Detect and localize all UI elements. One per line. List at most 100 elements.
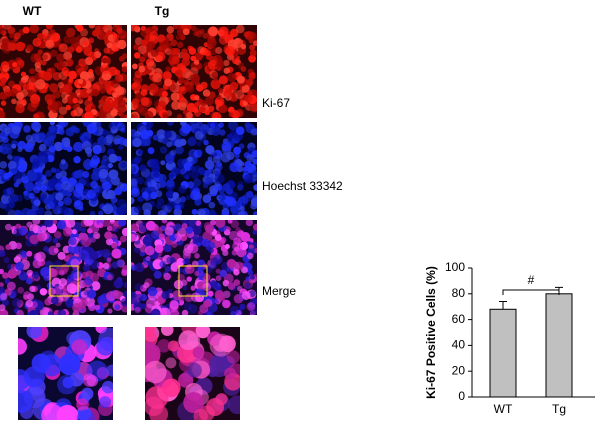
cell bbox=[178, 77, 185, 84]
cell bbox=[148, 83, 159, 94]
cell bbox=[30, 75, 38, 83]
cell bbox=[203, 139, 209, 146]
cell bbox=[24, 142, 34, 153]
cell bbox=[32, 185, 41, 194]
cell bbox=[72, 104, 78, 110]
cell bbox=[81, 387, 94, 401]
cell bbox=[217, 106, 225, 114]
cell bbox=[230, 311, 237, 315]
cell bbox=[117, 29, 127, 39]
cell bbox=[161, 220, 168, 224]
cell bbox=[177, 267, 183, 274]
cell bbox=[107, 163, 113, 169]
cell bbox=[43, 197, 50, 205]
cell bbox=[185, 259, 191, 266]
cell-texture bbox=[0, 122, 127, 215]
cell bbox=[228, 106, 235, 114]
cell bbox=[55, 172, 62, 179]
cell bbox=[226, 350, 240, 364]
cell bbox=[4, 127, 11, 134]
cell bbox=[101, 248, 111, 258]
cell bbox=[0, 77, 7, 84]
cell bbox=[25, 134, 33, 142]
cell bbox=[140, 25, 147, 31]
cell bbox=[63, 140, 71, 148]
y-tick-label: 60 bbox=[452, 312, 466, 326]
cell bbox=[55, 192, 64, 201]
cell bbox=[17, 286, 25, 294]
cell bbox=[44, 136, 55, 148]
cell bbox=[141, 191, 149, 199]
cell bbox=[226, 133, 234, 141]
cell bbox=[204, 96, 214, 106]
cell bbox=[234, 261, 244, 271]
cell bbox=[103, 47, 110, 54]
cell bbox=[26, 327, 43, 339]
cell bbox=[32, 158, 40, 166]
cell bbox=[253, 211, 257, 215]
cell bbox=[150, 230, 159, 239]
cell bbox=[160, 160, 166, 166]
cell bbox=[88, 303, 96, 312]
cell bbox=[63, 35, 72, 44]
cell bbox=[20, 42, 26, 49]
cell bbox=[188, 47, 197, 55]
cell bbox=[164, 266, 171, 273]
cell bbox=[176, 113, 183, 118]
cell bbox=[253, 40, 257, 47]
cell bbox=[60, 159, 66, 165]
cell bbox=[90, 172, 100, 182]
cell bbox=[183, 302, 192, 311]
cell bbox=[100, 64, 110, 74]
cell bbox=[197, 310, 204, 315]
cell bbox=[73, 199, 84, 210]
cell bbox=[197, 46, 205, 54]
cell bbox=[164, 226, 174, 236]
cell bbox=[9, 88, 19, 97]
cell bbox=[68, 237, 77, 246]
cell bbox=[237, 196, 244, 203]
cell bbox=[214, 62, 225, 72]
cell bbox=[117, 98, 127, 108]
cell bbox=[83, 41, 89, 47]
cell bbox=[198, 168, 206, 176]
cell bbox=[131, 113, 139, 118]
cell bbox=[160, 40, 171, 51]
cell bbox=[188, 135, 197, 145]
cell bbox=[247, 31, 257, 43]
cell bbox=[107, 221, 118, 232]
cell bbox=[190, 55, 197, 62]
cell bbox=[99, 87, 106, 94]
cell bbox=[40, 225, 48, 233]
cell bbox=[140, 129, 150, 140]
cell bbox=[70, 36, 80, 47]
cell bbox=[47, 311, 54, 315]
cell bbox=[12, 61, 18, 68]
cell bbox=[92, 146, 102, 155]
cell bbox=[47, 201, 55, 210]
cell bbox=[84, 111, 94, 118]
cell bbox=[142, 256, 152, 266]
cell bbox=[44, 260, 54, 270]
bar-chart: 0 20 40 60 80 100 Ki-67 Positive Cells (%) WT Tg… bbox=[424, 260, 595, 416]
cell bbox=[235, 126, 245, 135]
cell bbox=[157, 209, 166, 215]
cell bbox=[108, 153, 118, 164]
cell bbox=[118, 55, 125, 62]
cell bbox=[98, 222, 104, 229]
cell bbox=[3, 202, 13, 212]
cell bbox=[3, 91, 11, 99]
cell bbox=[150, 49, 159, 58]
cell bbox=[220, 152, 231, 163]
cell bbox=[250, 197, 257, 207]
cell bbox=[120, 161, 127, 169]
cell bbox=[252, 223, 257, 231]
cell bbox=[186, 181, 195, 189]
cell bbox=[160, 327, 174, 336]
cell bbox=[250, 128, 257, 136]
cell bbox=[168, 173, 174, 179]
cell bbox=[199, 28, 205, 35]
cell bbox=[221, 210, 230, 215]
cell bbox=[250, 71, 256, 77]
cell bbox=[196, 208, 206, 215]
